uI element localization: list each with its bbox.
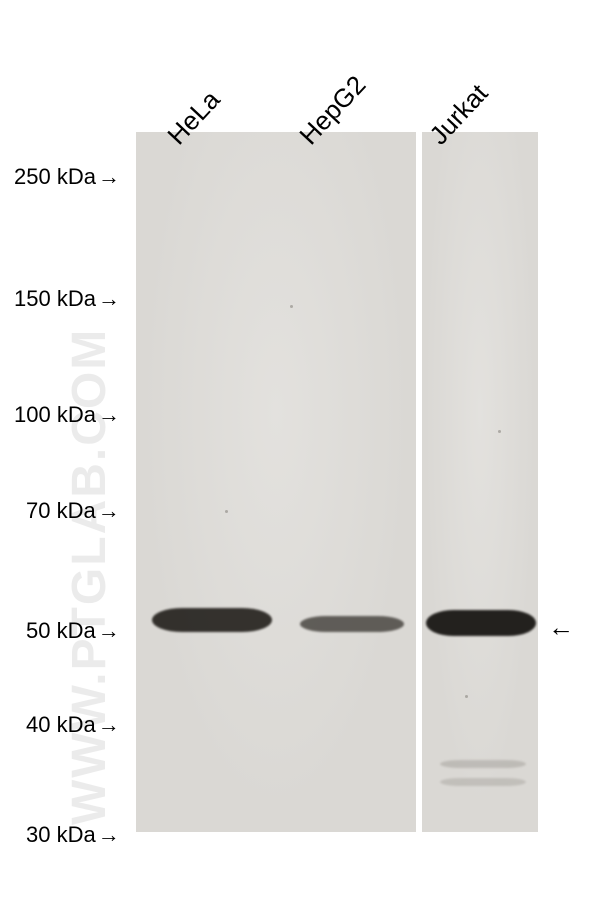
- marker-30kda: 30 kDa →: [26, 822, 128, 848]
- speck: [465, 695, 468, 698]
- marker-label: 70 kDa: [26, 498, 96, 524]
- speck: [225, 510, 228, 513]
- band-jurkat: [426, 610, 536, 636]
- speck: [498, 430, 501, 433]
- faint-band-2: [440, 778, 526, 786]
- marker-label: 40 kDa: [26, 712, 96, 738]
- arrow-right-icon: →: [98, 286, 120, 312]
- marker-50kda: 50 kDa →: [26, 618, 128, 644]
- marker-label: 30 kDa: [26, 822, 96, 848]
- marker-250kda: 250 kDa →: [14, 164, 128, 190]
- marker-40kda: 40 kDa →: [26, 712, 128, 738]
- marker-label: 250 kDa: [14, 164, 96, 190]
- arrow-right-icon: →: [98, 822, 120, 848]
- marker-label: 50 kDa: [26, 618, 96, 644]
- arrow-right-icon: →: [98, 164, 120, 190]
- target-arrow-icon: ←: [548, 612, 574, 643]
- membrane-panel-left: [136, 132, 416, 832]
- marker-150kda: 150 kDa →: [14, 286, 128, 312]
- arrow-right-icon: →: [98, 498, 120, 524]
- marker-100kda: 100 kDa →: [14, 402, 128, 428]
- speck: [290, 305, 293, 308]
- faint-band-1: [440, 760, 526, 768]
- marker-label: 150 kDa: [14, 286, 96, 312]
- arrow-right-icon: →: [98, 712, 120, 738]
- marker-label: 100 kDa: [14, 402, 96, 428]
- membrane-panel-right: [422, 132, 538, 832]
- band-hela: [152, 608, 272, 632]
- arrow-right-icon: →: [98, 618, 120, 644]
- arrow-right-icon: →: [98, 402, 120, 428]
- band-hepg2: [300, 616, 404, 632]
- marker-70kda: 70 kDa →: [26, 498, 128, 524]
- blot-canvas: WWW.PTGLAB.COM HeLa HepG2 Jurkat 250 kDa…: [0, 0, 590, 903]
